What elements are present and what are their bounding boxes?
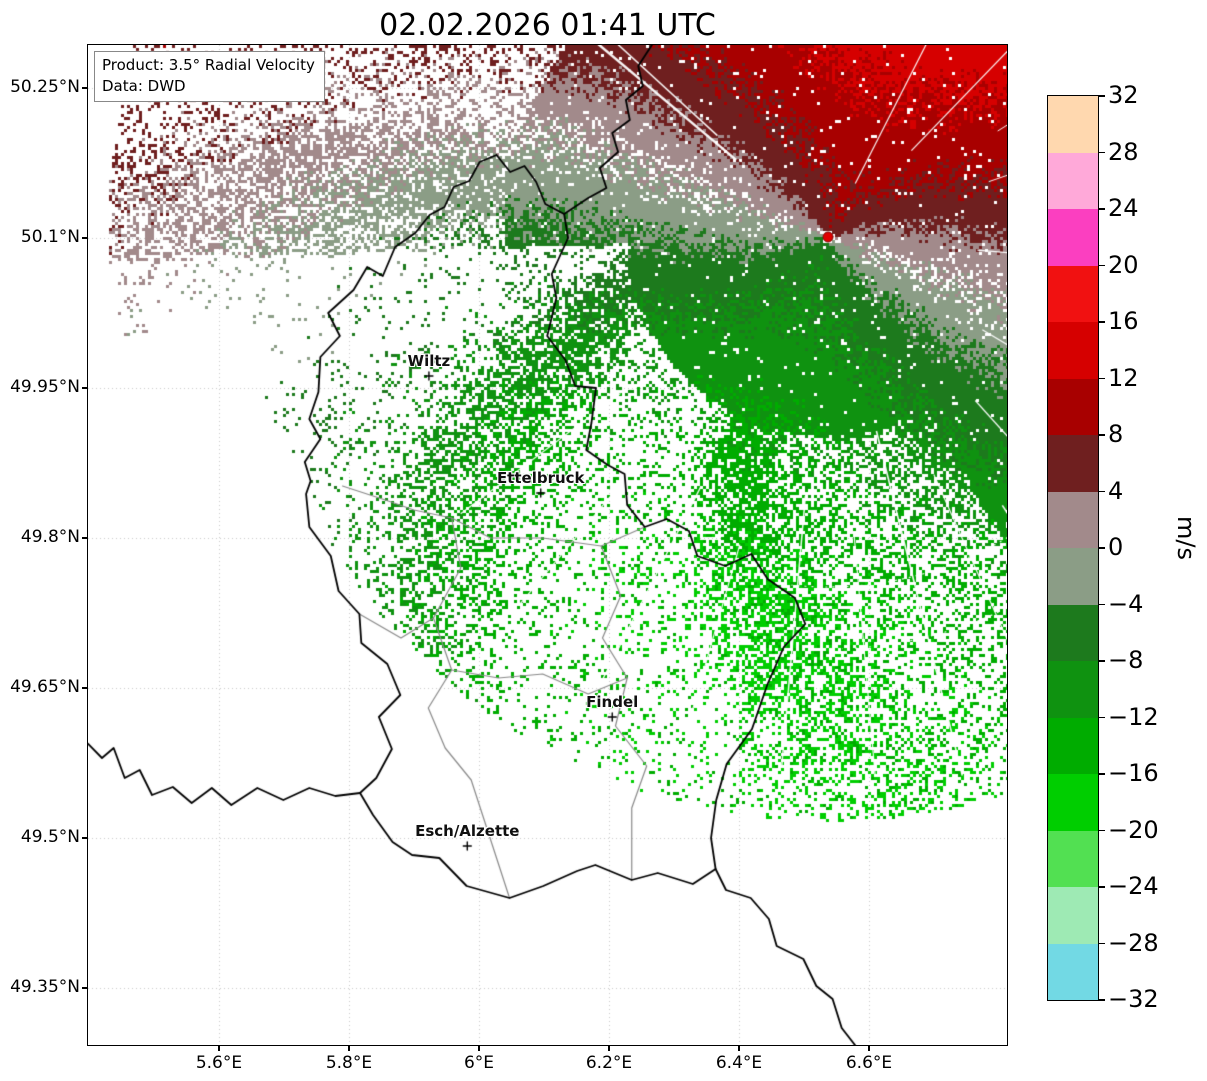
colorbar-segment (1048, 322, 1098, 379)
colorbar-tick-label: 24 (1108, 194, 1139, 222)
x-axis-tick (608, 1046, 610, 1051)
x-tick-label: 6.6°E (845, 1053, 893, 1073)
x-tick-label: 5.6°E (195, 1053, 243, 1073)
y-tick-label: 49.5°N (20, 827, 80, 847)
y-tick-label: 49.8°N (20, 527, 80, 547)
colorbar-tick-label: −16 (1108, 759, 1159, 787)
colorbar-tick (1099, 603, 1105, 606)
colorbar-tick-label: 8 (1108, 420, 1124, 448)
colorbar-tick-label: −8 (1108, 646, 1144, 674)
colorbar-bar (1047, 95, 1099, 1001)
y-tick-label: 49.65°N (10, 677, 80, 697)
y-axis-tick (82, 537, 87, 539)
figure-title: 02.02.2026 01:41 UTC (379, 8, 716, 43)
colorbar-tick-label: −4 (1108, 589, 1144, 618)
colorbar-segment (1048, 548, 1098, 605)
colorbar-segment (1048, 265, 1098, 322)
x-tick-label: 6°E (463, 1053, 495, 1073)
y-axis-tick (82, 387, 87, 389)
colorbar-tick (1099, 829, 1105, 832)
x-axis-tick (218, 1046, 220, 1051)
x-axis-tick (868, 1046, 870, 1051)
colorbar-tick (1099, 716, 1105, 719)
x-tick-label: 6.2°E (585, 1053, 633, 1073)
colorbar-tick-label: 12 (1108, 363, 1139, 392)
x-axis-tick (738, 1046, 740, 1051)
map-frame: Product: 3.5° Radial Velocity Data: DWD … (87, 44, 1008, 1046)
colorbar-tick-label: 16 (1108, 307, 1139, 335)
colorbar-segment (1048, 96, 1098, 153)
colorbar-segment (1048, 661, 1098, 718)
x-tick-label: 6.4°E (715, 1053, 763, 1073)
y-axis-tick (82, 837, 87, 839)
colorbar-segment (1048, 830, 1098, 887)
y-tick-label: 49.95°N (10, 377, 80, 397)
colorbar-tick (1099, 208, 1105, 210)
colorbar-tick (1099, 95, 1105, 97)
colorbar-segment (1048, 604, 1098, 661)
colorbar-tick-label: 4 (1108, 476, 1124, 505)
colorbar-tick-label: −28 (1108, 928, 1159, 957)
radar-map-canvas (88, 45, 1007, 1045)
colorbar-tick-label: 0 (1108, 533, 1124, 561)
colorbar-segment (1048, 209, 1098, 266)
y-tick-label: 50.1°N (20, 227, 80, 247)
colorbar-tick (1099, 434, 1105, 436)
colorbar-tick (1099, 999, 1105, 1001)
colorbar-segment (1048, 491, 1098, 548)
colorbar-segment (1048, 717, 1098, 774)
colorbar-tick-label: 32 (1108, 81, 1139, 109)
y-axis-tick (82, 87, 87, 89)
colorbar-tick-label: −12 (1108, 702, 1159, 731)
colorbar-tick (1099, 321, 1105, 323)
x-axis-tick (348, 1046, 350, 1051)
colorbar-tick (1099, 942, 1105, 945)
colorbar-tick (1099, 547, 1105, 549)
colorbar-tick-label: −20 (1108, 815, 1159, 844)
x-axis-tick (478, 1046, 480, 1051)
colorbar-tick (1099, 886, 1105, 888)
colorbar-segment (1048, 887, 1098, 944)
y-axis-tick (82, 237, 87, 239)
colorbar-segment (1048, 774, 1098, 831)
colorbar-tick-label: −24 (1108, 872, 1159, 900)
colorbar-tick-label: 28 (1108, 137, 1139, 166)
colorbar-tick (1099, 660, 1105, 662)
colorbar-tick (1099, 151, 1105, 154)
colorbar-tick (1099, 773, 1105, 775)
colorbar-tick (1099, 490, 1105, 493)
y-tick-label: 50.25°N (10, 77, 80, 97)
colorbar-segment (1048, 943, 1098, 1000)
colorbar-tick (1099, 264, 1105, 267)
x-tick-label: 5.8°E (325, 1053, 373, 1073)
colorbar-tick-label: 20 (1108, 250, 1139, 279)
y-axis-tick (82, 987, 87, 989)
colorbar-segment (1048, 152, 1098, 209)
y-tick-label: 49.35°N (10, 977, 80, 997)
colorbar-tick (1099, 377, 1105, 380)
y-axis-tick (82, 687, 87, 689)
colorbar-segment (1048, 378, 1098, 435)
colorbar-tick-label: −32 (1108, 985, 1159, 1013)
colorbar-unit-label: m/s (1172, 516, 1200, 560)
colorbar-segment (1048, 435, 1098, 492)
